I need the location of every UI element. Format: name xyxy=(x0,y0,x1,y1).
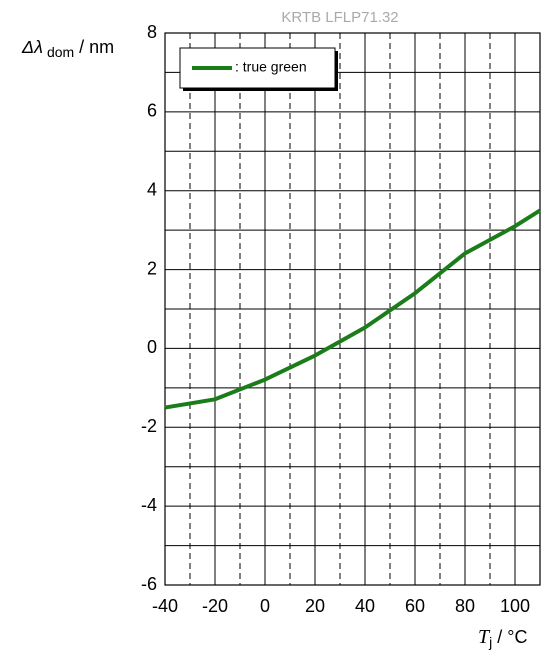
y-tick-label: 4 xyxy=(147,179,157,199)
x-tick-label: 80 xyxy=(455,596,475,616)
legend-label: : true green xyxy=(235,59,307,75)
x-tick-label: 100 xyxy=(500,596,530,616)
y-label-unit: / nm xyxy=(79,37,114,57)
x-tick-label: 0 xyxy=(260,596,270,616)
y-label-symbol: Δλ xyxy=(21,37,43,57)
x-tick-label: 40 xyxy=(355,596,375,616)
y-tick-label: -6 xyxy=(141,574,157,594)
data-line xyxy=(164,208,542,410)
y-tick-label: 8 xyxy=(147,22,157,42)
y-tick-label: 2 xyxy=(147,258,157,278)
y-label-subscript: dom xyxy=(47,44,74,60)
y-tick-label: -2 xyxy=(141,416,157,436)
x-label-symbol: T xyxy=(478,626,491,648)
plot-frame xyxy=(164,32,541,586)
y-tick-label: -4 xyxy=(141,495,157,515)
x-axis-label: Tj / °C xyxy=(478,626,527,650)
x-tick-label: -20 xyxy=(202,596,228,616)
y-tick-label: 6 xyxy=(147,101,157,121)
x-tick-label: 20 xyxy=(305,596,325,616)
x-tick-label: -40 xyxy=(152,596,178,616)
y-axis-label: Δλ dom / nm xyxy=(21,37,114,60)
x-tick-label: 60 xyxy=(405,596,425,616)
x-label-subscript: j xyxy=(488,634,492,650)
x-label-unit: / °C xyxy=(497,627,527,647)
chart-title: KRTB LFLP71.32 xyxy=(281,9,398,26)
y-tick-label: 0 xyxy=(147,337,157,357)
